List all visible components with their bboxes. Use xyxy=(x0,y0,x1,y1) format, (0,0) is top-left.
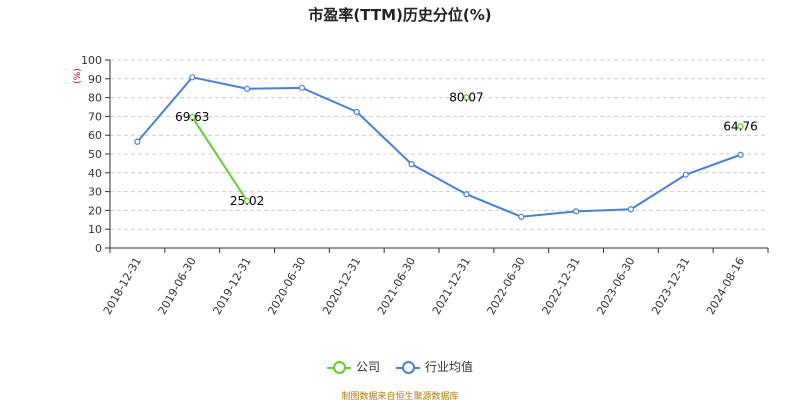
y-tick-label: 20 xyxy=(88,204,102,217)
x-tick-label: 2024-08-16 xyxy=(704,255,747,317)
legend-item-1[interactable]: 行业均值 xyxy=(396,358,473,375)
data-point xyxy=(408,161,415,168)
legend-marker-icon xyxy=(396,360,420,374)
x-tick-label: 2021-06-30 xyxy=(375,255,418,317)
data-point xyxy=(189,74,196,81)
y-tick-label: 50 xyxy=(88,148,102,161)
legend-marker-icon xyxy=(326,360,351,374)
data-point xyxy=(134,138,141,145)
data-point xyxy=(243,85,251,92)
grid-layer xyxy=(110,59,768,230)
data-label: 64.76 xyxy=(723,119,757,133)
data-label: 69.63 xyxy=(175,110,209,124)
data-point xyxy=(518,213,525,220)
x-tick-label: 2019-12-31 xyxy=(210,255,253,317)
y-tick-label: 80 xyxy=(88,92,102,105)
data-point xyxy=(298,84,306,91)
x-tick-label: 2019-06-30 xyxy=(156,255,199,317)
data-point xyxy=(682,171,689,178)
x-tick-label: 2022-06-30 xyxy=(485,255,528,317)
legend: 公司 行业均值 xyxy=(0,358,800,376)
x-tick-label: 2023-12-31 xyxy=(649,255,692,317)
legend-label: 公司 xyxy=(355,360,380,374)
data-point xyxy=(463,191,470,198)
y-tick-label: 90 xyxy=(88,73,102,86)
legend-label: 行业均值 xyxy=(425,360,474,374)
x-tick-label: 2020-06-30 xyxy=(265,255,308,317)
y-tick-label: 70 xyxy=(88,110,102,123)
data-point xyxy=(737,123,744,130)
data-point xyxy=(353,108,360,115)
y-tick-label: 0 xyxy=(95,242,102,255)
x-tick-label: 2022-12-31 xyxy=(539,255,582,317)
x-tick-label: 2021-12-31 xyxy=(430,255,473,317)
data-label: 25.02 xyxy=(230,194,264,208)
y-axis-label: (%) xyxy=(73,68,83,84)
series-layer xyxy=(134,74,744,220)
y-tick-label: 10 xyxy=(88,223,102,236)
data-point xyxy=(189,113,196,121)
x-tick-label: 2020-12-31 xyxy=(320,255,363,317)
y-tick-label: 30 xyxy=(88,186,102,199)
x-tick-label: 2018-12-31 xyxy=(101,255,144,317)
data-point xyxy=(627,206,635,213)
legend-item-0[interactable]: 公司 xyxy=(326,358,380,375)
series-line-1 xyxy=(136,76,741,218)
data-point xyxy=(572,208,580,215)
label-layer: 69.63 25.02 80.07 64.76 xyxy=(175,90,758,207)
data-label: 80.07 xyxy=(449,90,483,104)
source-note: 制图数据来自恒生聚源数据库 xyxy=(341,392,459,402)
data-point xyxy=(243,197,251,205)
series-line-0 xyxy=(191,116,248,202)
y-tick-label: 40 xyxy=(88,167,102,180)
y-tick-label: 60 xyxy=(88,129,102,142)
data-point xyxy=(463,94,470,101)
x-tick-label: 2023-06-30 xyxy=(594,255,637,317)
chart-title: 市盈率(TTM)历史分位(%) xyxy=(308,6,492,24)
y-tick-label: 100 xyxy=(81,54,102,67)
data-point xyxy=(737,151,744,158)
